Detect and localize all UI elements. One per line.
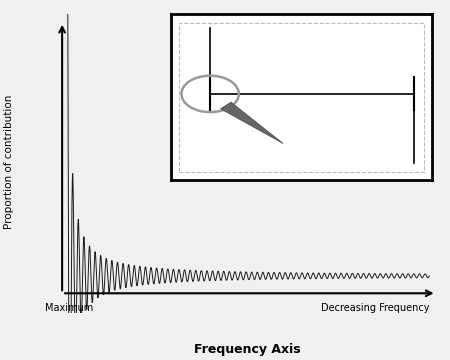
Text: Maximum: Maximum (45, 303, 94, 313)
Polygon shape (220, 102, 283, 144)
Text: Frequency Axis: Frequency Axis (194, 343, 301, 356)
Text: Proportion of contribution: Proportion of contribution (4, 95, 14, 229)
Text: Decreasing Frequency: Decreasing Frequency (321, 303, 429, 313)
